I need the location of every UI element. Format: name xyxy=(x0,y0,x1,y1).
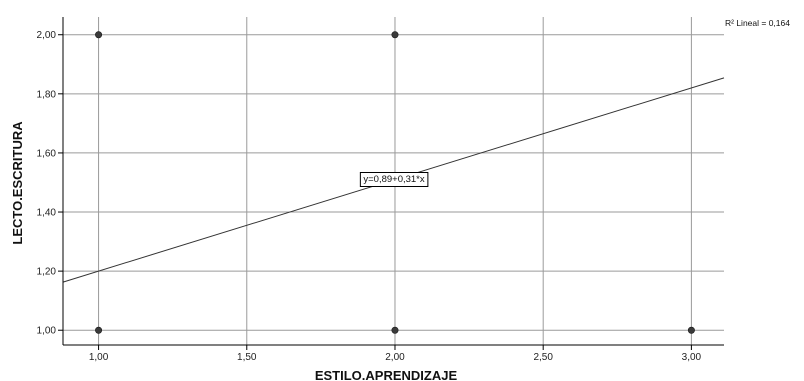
data-point xyxy=(687,326,695,334)
points-layer xyxy=(95,31,695,334)
y-tick-label: 1,80 xyxy=(37,89,57,100)
x-tick-label: 2,50 xyxy=(533,352,553,363)
y-tick-label: 1,20 xyxy=(37,267,57,278)
y-tick-label: 1,60 xyxy=(37,148,57,159)
y-tick-label: 1,00 xyxy=(37,326,57,337)
label-layer: 1,00 1,50 2,00 2,50 3,00 1,00 1,20 1,40 1,60 1,80… xyxy=(37,30,702,363)
axis-layer xyxy=(58,17,724,350)
y-tick-label: 1,40 xyxy=(37,208,57,219)
equation-label: y=0,89+0,31*x xyxy=(363,174,425,185)
r2-label: R² Lineal = 0,164 xyxy=(725,18,790,28)
x-tick-label: 2,00 xyxy=(385,352,405,363)
x-axis-title: ESTILO.APRENDIZAJE xyxy=(315,368,458,381)
x-tick-label: 3,00 xyxy=(682,352,702,363)
y-axis-title: LECTO.ESCRITURA xyxy=(10,121,25,245)
y-tick-label: 2,00 xyxy=(37,30,57,41)
data-point xyxy=(95,31,103,39)
data-point xyxy=(95,326,103,334)
x-tick-label: 1,00 xyxy=(89,352,109,363)
x-tick-label: 1,50 xyxy=(237,352,257,363)
equation-box: y=0,89+0,31*x xyxy=(359,172,429,187)
data-point xyxy=(391,326,399,334)
data-point xyxy=(391,31,399,39)
